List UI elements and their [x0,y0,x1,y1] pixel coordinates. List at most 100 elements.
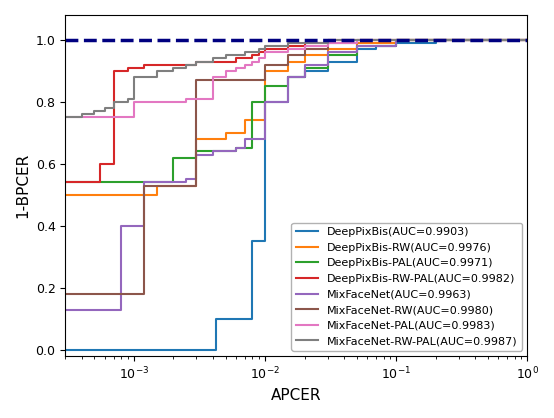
MixFaceNet-PAL(AUC=0.9983) [183,96,189,101]
MixFaceNet-RW(AUC=0.9980) [222,78,229,83]
MixFaceNet-RW(AUC=0.9980) [242,78,248,83]
DeepPixBis-PAL(AUC=0.9971) [183,155,189,160]
MixFaceNet-RW-PAL(AUC=0.9987) [118,99,125,104]
DeepPixBis-PAL(AUC=0.9971) [62,180,69,185]
DeepPixBis(AUC=0.9903) [249,239,256,244]
DeepPixBis-RW-PAL(AUC=0.9982) [110,68,117,73]
Line: MixFaceNet-RW(AUC=0.9980): MixFaceNet-RW(AUC=0.9980) [65,40,527,294]
DeepPixBis(AUC=0.9903) [301,68,308,73]
MixFaceNet-PAL(AUC=0.9983) [285,46,291,51]
MixFaceNet-RW-PAL(AUC=0.9987) [193,59,200,64]
DeepPixBis-RW-PAL(AUC=0.9982) [101,161,108,166]
DeepPixBis-RW-PAL(AUC=0.9982) [324,37,331,42]
MixFaceNet-RW(AUC=0.9980) [233,78,239,83]
MixFaceNet-PAL(AUC=0.9983) [101,115,108,120]
MixFaceNet-RW(AUC=0.9980) [62,292,69,297]
DeepPixBis-RW-PAL(AUC=0.9982) [118,68,125,73]
DeepPixBis(AUC=0.9903) [193,347,200,352]
MixFaceNet(AUC=0.9963) [110,307,117,312]
DeepPixBis(AUC=0.9903) [62,347,69,352]
Line: MixFaceNet(AUC=0.9963): MixFaceNet(AUC=0.9963) [65,40,527,310]
MixFaceNet-RW(AUC=0.9980) [261,62,268,67]
DeepPixBis-RW-PAL(AUC=0.9982) [62,180,69,185]
Line: DeepPixBis-RW(AUC=0.9976): DeepPixBis-RW(AUC=0.9976) [65,40,527,195]
MixFaceNet-PAL(AUC=0.9983) [324,41,331,46]
MixFaceNet-RW(AUC=0.9980) [353,37,360,42]
MixFaceNet-RW-PAL(AUC=0.9987) [324,37,331,42]
DeepPixBis(AUC=0.9903) [216,316,223,321]
MixFaceNet-RW-PAL(AUC=0.9987) [153,68,160,73]
MixFaceNet-RW-PAL(AUC=0.9987) [125,96,131,101]
DeepPixBis-PAL(AUC=0.9971) [125,180,131,185]
MixFaceNet-PAL(AUC=0.9983) [141,99,147,104]
DeepPixBis-RW-PAL(AUC=0.9982) [393,37,399,42]
DeepPixBis-RW(AUC=0.9976) [110,192,117,197]
MixFaceNet-RW-PAL(AUC=0.9987) [524,37,531,42]
DeepPixBis-RW-PAL(AUC=0.9982) [209,59,216,64]
MixFaceNet-RW(AUC=0.9980) [101,292,108,297]
MixFaceNet-PAL(AUC=0.9983) [301,43,308,48]
DeepPixBis-RW-PAL(AUC=0.9982) [233,56,239,61]
MixFaceNet-RW(AUC=0.9980) [324,41,331,46]
DeepPixBis(AUC=0.9903) [256,239,263,244]
Y-axis label: 1-BPCER: 1-BPCER [15,153,30,218]
MixFaceNet-PAL(AUC=0.9983) [193,96,200,101]
DeepPixBis-RW-PAL(AUC=0.9982) [96,161,103,166]
MixFaceNet-PAL(AUC=0.9983) [118,115,125,120]
MixFaceNet(AUC=0.9963) [242,137,248,142]
DeepPixBis-PAL(AUC=0.9971) [285,74,291,79]
MixFaceNet-RW(AUC=0.9980) [141,183,147,188]
DeepPixBis(AUC=0.9903) [485,37,491,42]
DeepPixBis-RW(AUC=0.9976) [125,192,131,197]
DeepPixBis(AUC=0.9903) [183,347,189,352]
DeepPixBis-RW(AUC=0.9976) [118,192,125,197]
DeepPixBis(AUC=0.9903) [209,347,216,352]
DeepPixBis-RW(AUC=0.9976) [62,192,69,197]
DeepPixBis-RW-PAL(AUC=0.9982) [78,180,85,185]
MixFaceNet-PAL(AUC=0.9983) [393,37,399,42]
DeepPixBis-RW-PAL(AUC=0.9982) [153,62,160,67]
MixFaceNet(AUC=0.9963) [62,307,69,312]
MixFaceNet-PAL(AUC=0.9983) [153,99,160,104]
MixFaceNet-RW(AUC=0.9980) [170,183,177,188]
MixFaceNet(AUC=0.9963) [524,37,531,42]
MixFaceNet-RW-PAL(AUC=0.9987) [110,99,117,104]
DeepPixBis-PAL(AUC=0.9971) [324,53,331,58]
MixFaceNet-PAL(AUC=0.9983) [91,115,98,120]
MixFaceNet-PAL(AUC=0.9983) [110,115,117,120]
DeepPixBis-PAL(AUC=0.9971) [118,180,125,185]
Line: DeepPixBis-RW-PAL(AUC=0.9982): DeepPixBis-RW-PAL(AUC=0.9982) [65,40,527,183]
MixFaceNet-PAL(AUC=0.9983) [233,65,239,70]
Line: DeepPixBis-PAL(AUC=0.9971): DeepPixBis-PAL(AUC=0.9971) [65,40,527,183]
DeepPixBis-RW(AUC=0.9976) [524,37,531,42]
DeepPixBis-RW-PAL(AUC=0.9982) [301,41,308,46]
MixFaceNet-PAL(AUC=0.9983) [242,62,248,67]
MixFaceNet-RW(AUC=0.9980) [110,292,117,297]
MixFaceNet(AUC=0.9963) [261,99,268,104]
DeepPixBis(AUC=0.9903) [110,347,117,352]
DeepPixBis-PAL(AUC=0.9971) [193,149,200,154]
DeepPixBis-RW(AUC=0.9976) [209,137,216,142]
DeepPixBis-PAL(AUC=0.9971) [524,37,531,42]
MixFaceNet(AUC=0.9963) [209,149,216,154]
MixFaceNet-PAL(AUC=0.9983) [125,115,131,120]
MixFaceNet-PAL(AUC=0.9983) [131,99,137,104]
DeepPixBis-RW(AUC=0.9976) [153,183,160,188]
DeepPixBis(AUC=0.9903) [153,347,160,352]
MixFaceNet(AUC=0.9963) [393,37,399,42]
DeepPixBis-RW(AUC=0.9976) [233,130,239,135]
DeepPixBis(AUC=0.9903) [233,316,239,321]
DeepPixBis-RW(AUC=0.9976) [261,68,268,73]
DeepPixBis-RW-PAL(AUC=0.9982) [193,59,200,64]
MixFaceNet-RW(AUC=0.9980) [524,37,531,42]
MixFaceNet-RW-PAL(AUC=0.9987) [170,65,177,70]
DeepPixBis-RW-PAL(AUC=0.9982) [285,43,291,48]
DeepPixBis-RW-PAL(AUC=0.9982) [125,65,131,70]
DeepPixBis(AUC=0.9903) [78,347,85,352]
MixFaceNet(AUC=0.9963) [193,152,200,157]
DeepPixBis-RW-PAL(AUC=0.9982) [183,62,189,67]
DeepPixBis-RW(AUC=0.9976) [353,41,360,46]
MixFaceNet-RW-PAL(AUC=0.9987) [101,105,108,110]
MixFaceNet-PAL(AUC=0.9983) [249,59,256,64]
MixFaceNet-PAL(AUC=0.9983) [524,37,531,42]
